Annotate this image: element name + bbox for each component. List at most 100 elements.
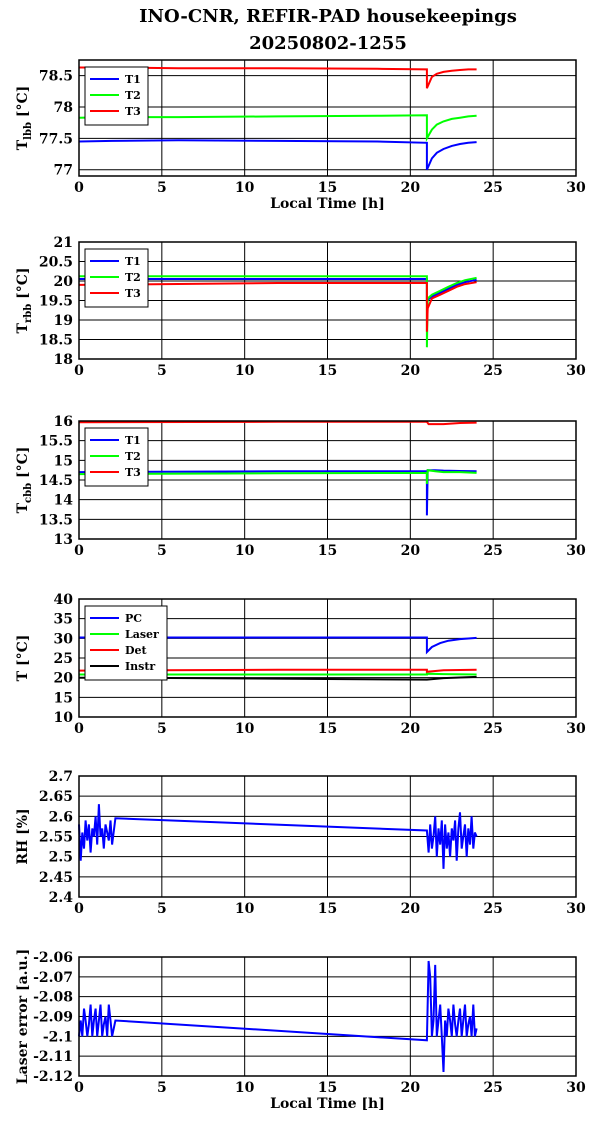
legend-label: Laser (125, 628, 159, 641)
y-tick-label: 78.5 (39, 69, 73, 85)
y-tick-label: 20.5 (39, 255, 73, 271)
legend-label: T3 (125, 466, 141, 479)
y-tick-label: 77.5 (39, 131, 73, 147)
y-tick-label: 14 (54, 493, 74, 509)
y-axis-label: Trbb [°C] (15, 268, 34, 334)
y-tick-label: 15 (54, 453, 73, 469)
y-tick-label: 20 (54, 671, 74, 687)
y-tick-label: 18.5 (39, 333, 73, 349)
y-tick-label: -2.06 (33, 950, 73, 966)
y-tick-label: 20 (54, 274, 74, 290)
plot-frame (78, 775, 577, 898)
y-tick-label: 2.5 (49, 850, 73, 866)
y-tick-label: 16 (54, 414, 73, 430)
series-line-t2 (78, 114, 477, 143)
x-tick-label: 0 (74, 1080, 84, 1096)
x-tick-label: 10 (235, 721, 255, 737)
x-axis-label: Local Time [h] (270, 1096, 385, 1112)
legend-label: T1 (125, 255, 141, 268)
series-line-1 (78, 804, 478, 869)
x-tick-label: 10 (235, 180, 255, 196)
x-tick-label: 5 (157, 721, 167, 737)
x-tick-label: 25 (483, 721, 502, 737)
y-tick-label: 35 (54, 612, 73, 628)
x-tick-label: 25 (483, 180, 502, 196)
y-tick-label: 10 (54, 710, 74, 726)
legend-label: Instr (125, 660, 155, 673)
y-tick-label: -2.11 (33, 1049, 73, 1065)
y-tick-label: 19 (54, 313, 73, 329)
x-tick-label: 15 (318, 363, 337, 379)
y-tick-label: 15 (54, 690, 73, 706)
y-tick-label: -2.1 (43, 1029, 73, 1045)
legend-label: Det (125, 644, 148, 657)
legend-label: T2 (125, 89, 141, 102)
y-axis-label: RH [%] (15, 808, 31, 864)
y-axis-label: Tcbb [°C] (15, 447, 34, 514)
x-tick-label: 20 (401, 901, 421, 917)
series-line-t3 (79, 66, 477, 89)
series-line-t2 (79, 275, 477, 348)
x-tick-label: 10 (235, 363, 255, 379)
panel-6: 0 5 10 15 20 25 30 -2.12 -2.11 -2.1 -2.09 -2.08 -2.0… (15, 949, 586, 1112)
series-line-t1 (78, 139, 477, 171)
y-tick-label: 15.5 (39, 434, 73, 450)
x-tick-label: 30 (566, 1080, 586, 1096)
series-line-t3 (78, 420, 477, 426)
y-axis-label: T [°C] (15, 635, 31, 682)
x-tick-label: 30 (566, 901, 586, 917)
y-tick-label: 2.4 (49, 890, 74, 906)
legend-label: T2 (125, 450, 141, 463)
x-tick-label: 5 (157, 901, 167, 917)
y-tick-label: 13 (54, 532, 73, 548)
x-tick-label: 25 (483, 363, 502, 379)
series-line-t1 (79, 278, 477, 303)
y-tick-label: -2.12 (33, 1069, 73, 1085)
x-tick-label: 25 (483, 901, 502, 917)
y-tick-label: 40 (54, 592, 74, 608)
x-tick-label: 0 (74, 901, 84, 917)
x-tick-label: 0 (74, 180, 84, 196)
y-tick-label: 77 (54, 163, 73, 179)
x-tick-label: 30 (566, 543, 586, 559)
x-axis-label: Local Time [h] (270, 196, 385, 212)
y-tick-label: 2.65 (39, 789, 73, 805)
legend-label: T1 (125, 434, 141, 447)
plot-frame (78, 956, 577, 1077)
panel-4: 0 5 10 15 20 25 30 10 15 20 25 30 35 40 T [°C] PC Laser D… (15, 592, 586, 737)
y-axis-label: Tlbb [°C] (15, 86, 34, 150)
x-tick-label: 15 (318, 543, 337, 559)
y-tick-label: -2.09 (33, 1010, 73, 1026)
x-tick-label: 30 (566, 721, 586, 737)
legend-label: T2 (125, 271, 141, 284)
figure-subtitle: 20250802-1255 (249, 33, 407, 54)
panel-2: 0 5 10 15 20 25 30 18 18.5 19 19.5 20 20.5 21 Trbb [°C… (15, 235, 586, 379)
legend-label: PC (125, 612, 142, 625)
plot-frame (78, 59, 577, 177)
series-line-pc (79, 636, 477, 655)
legend: PC Laser Det Instr (84, 605, 168, 681)
y-tick-label: 21 (54, 235, 73, 251)
x-tick-label: 10 (235, 543, 255, 559)
y-tick-label: 19.5 (39, 294, 73, 310)
x-tick-label: 25 (483, 1080, 502, 1096)
x-tick-label: 20 (401, 721, 421, 737)
x-tick-label: 25 (483, 543, 502, 559)
y-tick-label: 18 (54, 352, 73, 368)
x-tick-label: 10 (235, 1080, 255, 1096)
y-tick-label: 2.7 (49, 769, 73, 785)
legend: T1 T2 T3 (84, 248, 149, 308)
x-tick-label: 15 (318, 901, 337, 917)
panel-5: 0 5 10 15 20 25 30 2.4 2.45 2.5 2.55 2.6 2.65 2.7 RH [… (15, 769, 586, 917)
panel-3: 0 5 10 15 20 25 30 13 13.5 14 14.5 15 15.5 16 Tcbb [°C… (15, 414, 586, 559)
legend-label: T1 (125, 73, 141, 86)
figure-title: INO-CNR, REFIR-PAD housekeepings (139, 6, 517, 27)
x-tick-label: 0 (74, 721, 84, 737)
legend: T1 T2 T3 (84, 66, 149, 126)
series-line-t2 (78, 469, 477, 484)
x-tick-label: 10 (235, 901, 255, 917)
x-tick-label: 30 (566, 180, 586, 196)
x-tick-label: 5 (157, 543, 167, 559)
y-tick-label: 30 (54, 631, 74, 647)
